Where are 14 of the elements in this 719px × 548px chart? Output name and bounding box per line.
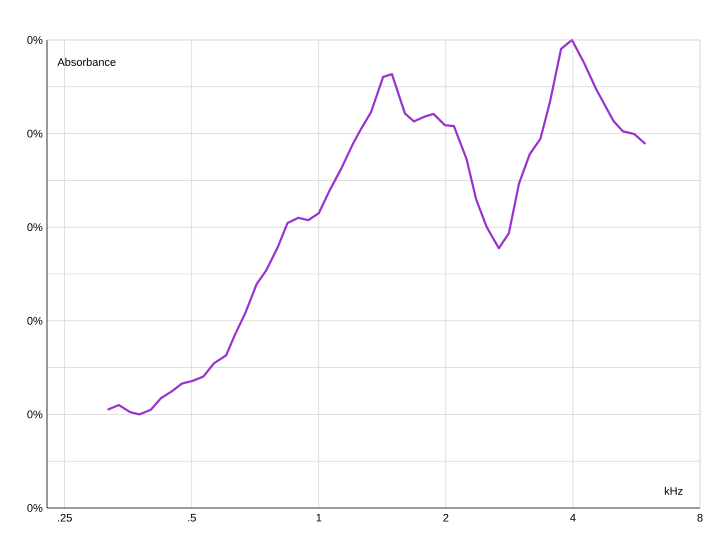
x-tick-label: 1 bbox=[316, 514, 322, 522]
text: 0% bbox=[27, 36, 42, 44]
text: 0% bbox=[27, 504, 42, 512]
text: 0% bbox=[27, 316, 42, 325]
text: 0% bbox=[27, 130, 42, 138]
text: 0% bbox=[27, 410, 42, 418]
x-tick-label: 2 bbox=[443, 514, 448, 522]
x-tick-label: .5 bbox=[188, 514, 196, 522]
x-axis-title: kHz bbox=[664, 486, 683, 495]
x-tick-label: 4 bbox=[570, 514, 576, 522]
text: 0% bbox=[27, 223, 42, 232]
x-tick-label: 8 bbox=[697, 514, 703, 522]
x-tick-label: .25 bbox=[58, 514, 72, 522]
y-axis-title: Absorbance bbox=[57, 58, 116, 66]
